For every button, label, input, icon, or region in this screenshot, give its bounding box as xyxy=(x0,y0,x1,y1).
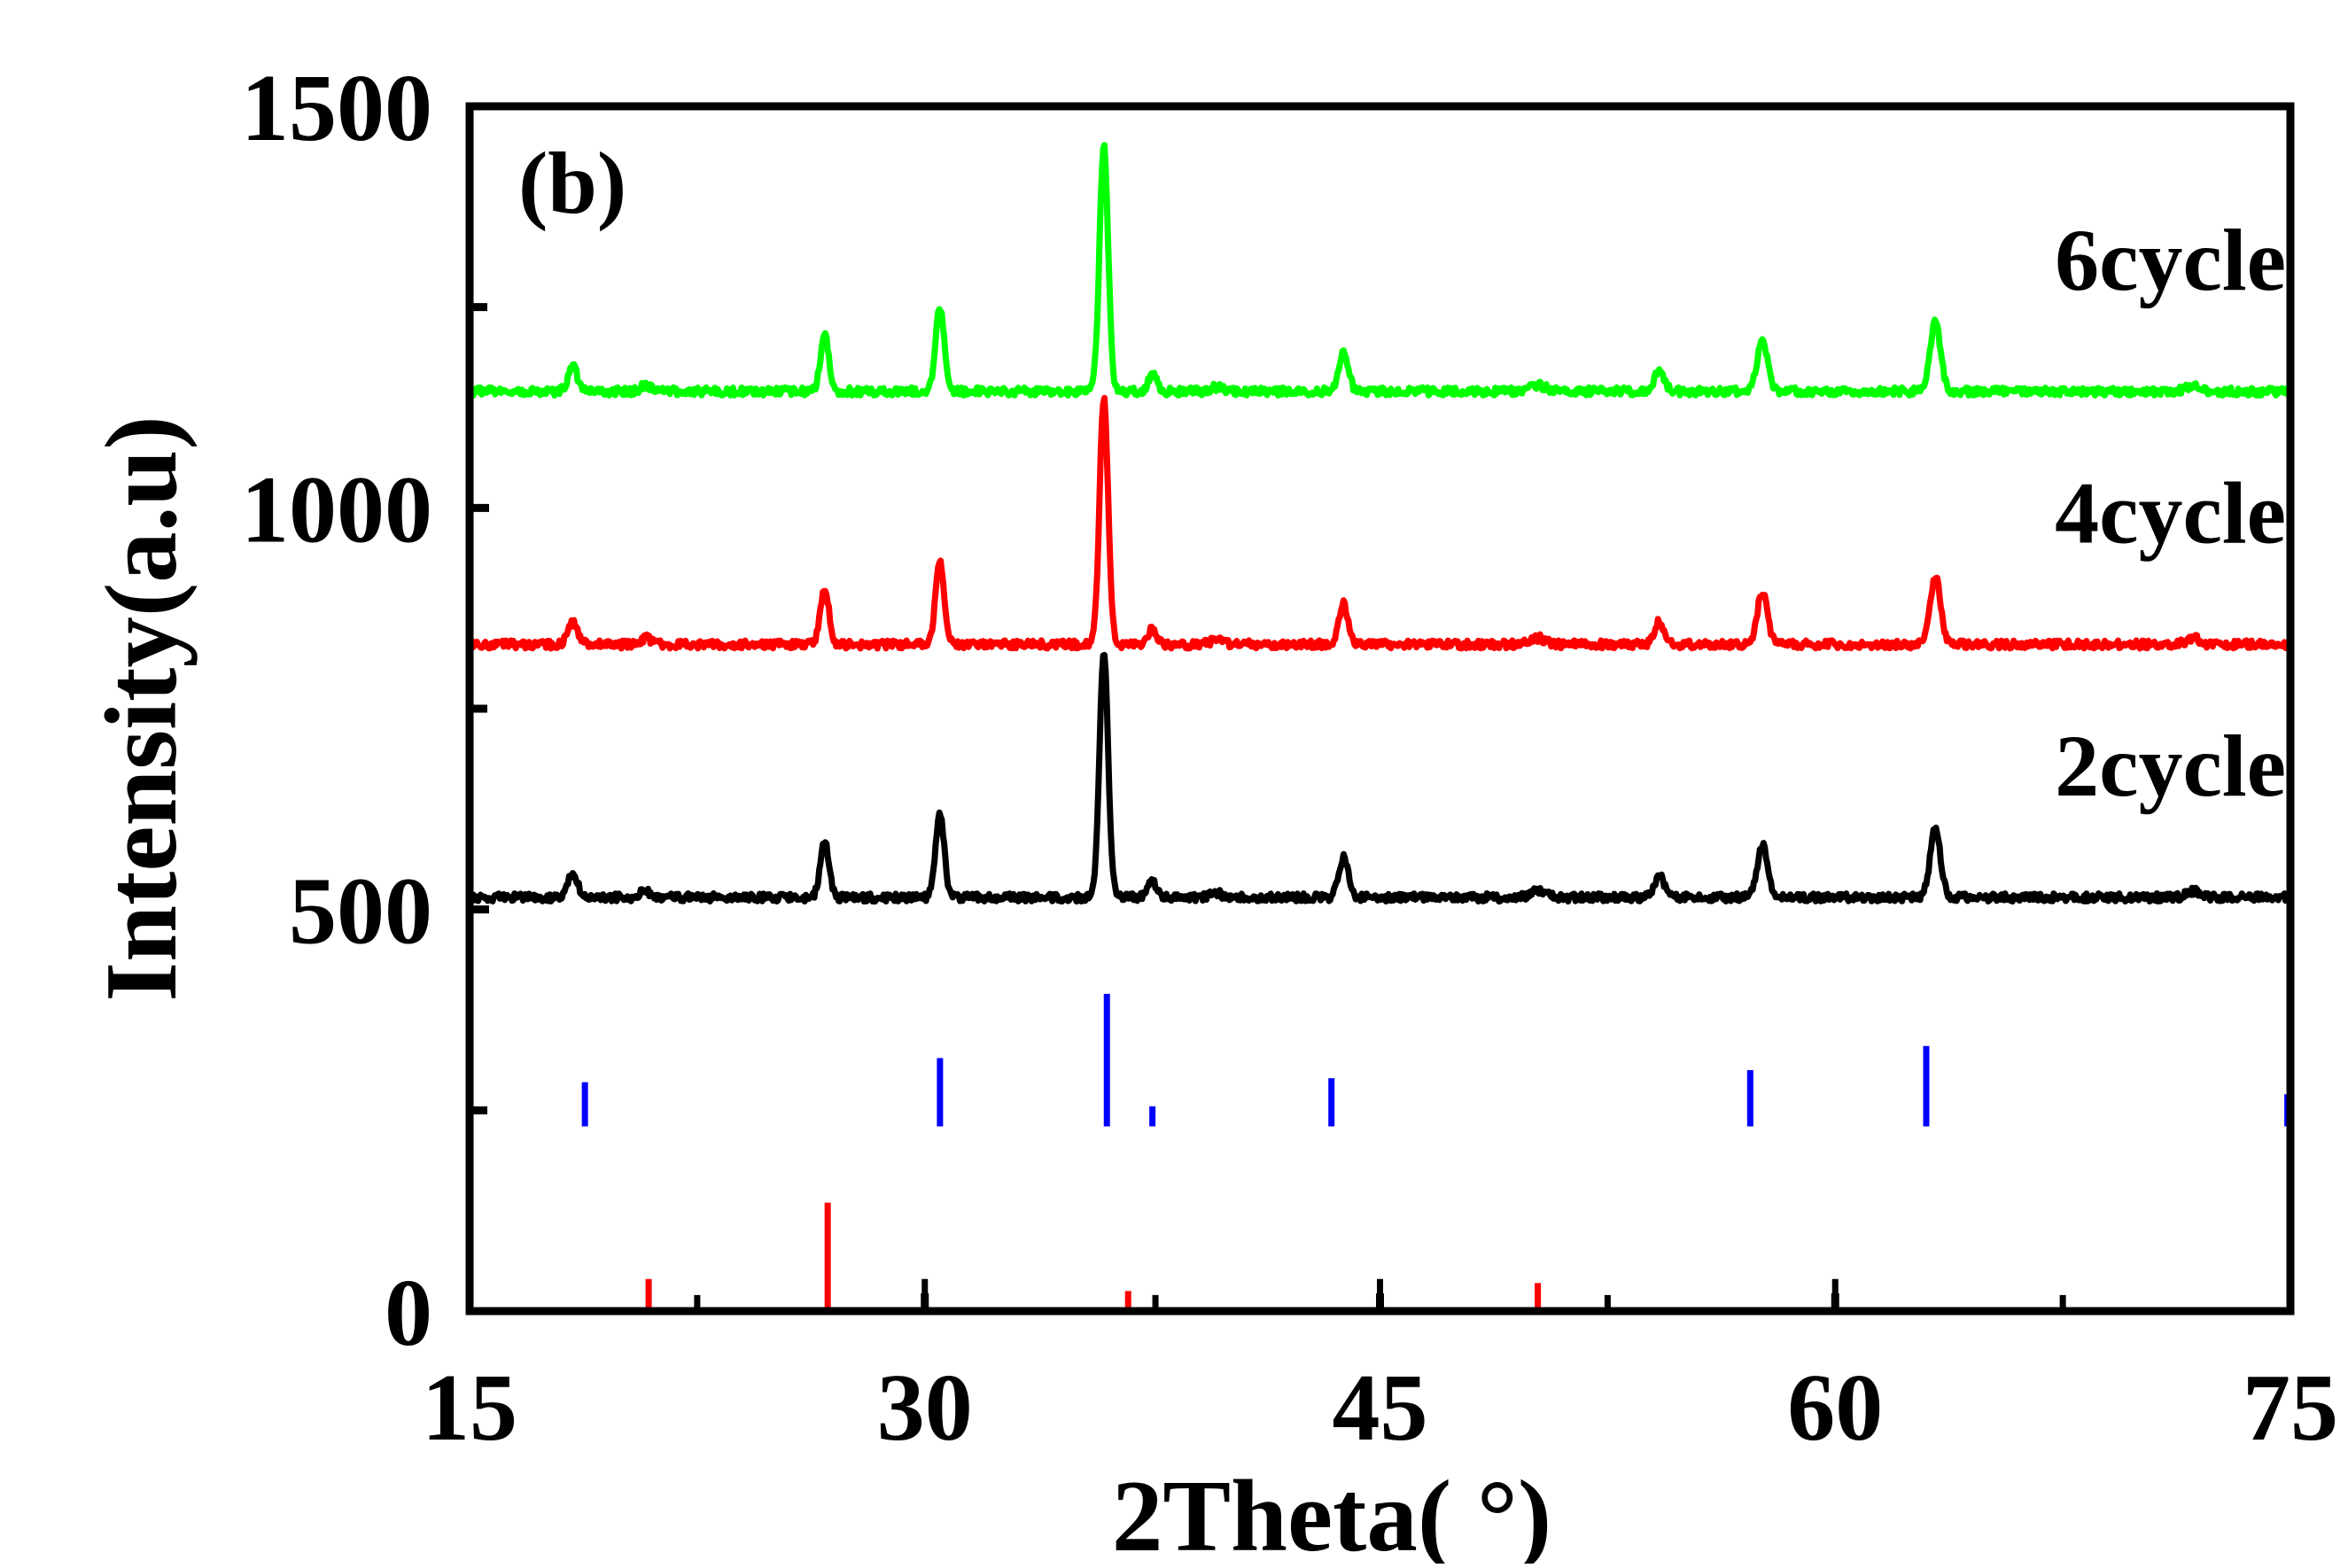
x-tick-label: 15 xyxy=(422,1355,517,1461)
y-tick-label: 0 xyxy=(385,1261,432,1366)
series-label: 4cycle xyxy=(2055,463,2286,562)
series-line xyxy=(467,142,2293,399)
series-label: 6cycle xyxy=(2055,211,2286,309)
series-line xyxy=(466,394,2294,652)
plot-layer: 2cycle 4cycle 6cycle xyxy=(466,142,2294,1311)
x-axis-label: 2Theta( °) xyxy=(1112,1460,1551,1564)
x-tick-label: 30 xyxy=(877,1355,973,1461)
x-tick-label: 60 xyxy=(1787,1355,1883,1461)
x-tick-label: 45 xyxy=(1333,1355,1428,1461)
y-axis-label: Intensity(a.u) xyxy=(85,415,198,1001)
y-tick-label: 1000 xyxy=(241,457,432,563)
series-label: 2cycle xyxy=(2055,717,2286,815)
x-tick-label: 75 xyxy=(2243,1355,2338,1461)
series-line xyxy=(466,651,2293,905)
y-tick-label: 500 xyxy=(289,859,432,965)
panel-label: (b) xyxy=(518,134,626,232)
axis-layer: 15 30 45 60 75 0 500 1000 1500 xyxy=(241,56,2338,1461)
plot-frame xyxy=(465,102,2295,1316)
y-tick-label: 1500 xyxy=(241,56,432,161)
